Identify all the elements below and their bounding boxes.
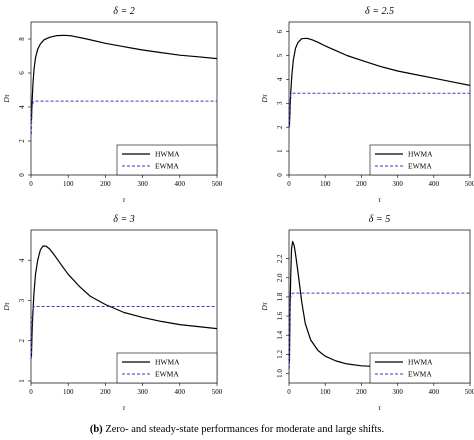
y-tick-label: 4 [18, 258, 26, 262]
y-tick-label: 6 [276, 29, 284, 33]
x-tick-label: 500 [212, 388, 223, 396]
legend: HWMA EWMA [369, 144, 471, 176]
y-tick-label: 1 [276, 149, 284, 153]
y-tick-label: 3 [276, 101, 284, 105]
legend-box [116, 352, 218, 384]
panel-title: δ = 5 [369, 214, 390, 225]
y-axis-label: Dτ [260, 94, 269, 103]
legend: HWMA EWMA [369, 352, 471, 384]
x-tick-label: 300 [137, 388, 148, 396]
legend-box [116, 144, 218, 176]
panel-delta-5: δ = 5 0 100 200 300 400 500 1.0 1.2 1.4 1.6 1.8 2.0 2… [260, 214, 474, 412]
y-tick-label: 2 [18, 338, 26, 342]
series-line-hwma [289, 240, 470, 370]
legend-label-ewma: EWMA [408, 370, 432, 379]
y-tick-label: 2 [18, 139, 26, 143]
panel-delta-3: δ = 3 0 100 200 300 400 500 1 2 3 4 τ Dτ HWMA EWMA [2, 214, 223, 412]
y-tick-label: 0 [276, 173, 284, 177]
legend: HWMA EWMA [116, 144, 218, 176]
y-tick-label: 1.2 [276, 349, 284, 358]
legend-label-ewma: EWMA [155, 162, 179, 171]
series-line-hwma [31, 34, 217, 121]
x-tick-label: 0 [287, 180, 291, 188]
legend-label-hwma: HWMA [155, 150, 180, 159]
y-tick-label: 1.6 [276, 311, 284, 320]
x-axis-label: τ [378, 195, 381, 204]
legend-box [369, 352, 471, 384]
legend-label-hwma: HWMA [155, 358, 180, 367]
legend-label-hwma: HWMA [408, 150, 433, 159]
y-tick-label: 0 [18, 173, 26, 177]
x-tick-label: 200 [100, 388, 111, 396]
y-tick-label: 1.0 [276, 369, 284, 378]
legend-box [369, 144, 471, 176]
x-tick-label: 0 [29, 388, 33, 396]
x-tick-label: 0 [287, 388, 291, 396]
x-tick-label: 400 [429, 388, 440, 396]
panel-delta-2: δ = 2 0 100 200 300 400 500 0 2 4 6 8 τ Dτ HWMA EWMA [2, 6, 223, 204]
legend-label-ewma: EWMA [408, 162, 432, 171]
series-line-hwma [31, 245, 217, 357]
x-tick-label: 100 [63, 388, 74, 396]
x-axis-label: τ [378, 403, 381, 412]
y-tick-label: 2 [276, 125, 284, 129]
x-tick-label: 500 [465, 388, 474, 396]
x-tick-label: 400 [175, 388, 186, 396]
y-tick-label: 4 [18, 105, 26, 109]
x-axis-label: τ [123, 403, 126, 412]
x-tick-label: 200 [100, 180, 111, 188]
series-line-ewma [31, 100, 217, 135]
panel-title: δ = 2 [113, 6, 134, 17]
caption-text: Zero- and steady-state performances for … [105, 424, 385, 435]
x-tick-label: 100 [320, 180, 331, 188]
x-tick-label: 100 [63, 180, 74, 188]
legend: HWMA EWMA [116, 352, 218, 384]
x-axis-label: τ [123, 195, 126, 204]
figure-caption: (b) Zero- and steady-state performances … [0, 424, 474, 435]
y-axis-label: Dτ [2, 302, 11, 311]
y-tick-label: 2.0 [276, 273, 284, 282]
y-tick-label: 1.8 [276, 292, 284, 301]
legend-label-hwma: HWMA [408, 358, 433, 367]
y-axis-label: Dτ [260, 302, 269, 311]
x-tick-label: 0 [29, 180, 33, 188]
series-line-ewma [31, 306, 217, 359]
y-tick-label: 4 [276, 77, 284, 81]
y-tick-label: 8 [18, 37, 26, 41]
caption-label: (b) [89, 424, 103, 435]
y-tick-label: 1.4 [276, 330, 284, 339]
y-tick-label: 5 [276, 53, 284, 57]
series-line-hwma [289, 37, 470, 128]
series-line-ewma [289, 292, 470, 369]
y-tick-label: 6 [18, 71, 26, 75]
x-tick-label: 300 [392, 388, 403, 396]
x-tick-label: 400 [175, 180, 186, 188]
x-tick-label: 100 [320, 388, 331, 396]
panel-title: δ = 2.5 [365, 6, 394, 17]
x-tick-label: 400 [429, 180, 440, 188]
x-tick-label: 200 [356, 180, 367, 188]
x-tick-label: 300 [137, 180, 148, 188]
x-tick-label: 500 [212, 180, 223, 188]
x-tick-label: 200 [356, 388, 367, 396]
legend-label-ewma: EWMA [155, 370, 179, 379]
y-axis-label: Dτ [2, 94, 11, 103]
panel-delta-2-5: δ = 2.5 0 100 200 300 400 500 0 1 2 3 4 5 6 τ Dτ HWMA EWM… [260, 6, 474, 204]
x-tick-label: 500 [465, 180, 474, 188]
series-line-ewma [289, 92, 470, 128]
y-tick-label: 2.2 [276, 254, 284, 263]
y-tick-label: 3 [18, 298, 26, 302]
x-tick-label: 300 [392, 180, 403, 188]
panel-title: δ = 3 [113, 214, 134, 225]
y-tick-label: 1 [18, 379, 26, 383]
